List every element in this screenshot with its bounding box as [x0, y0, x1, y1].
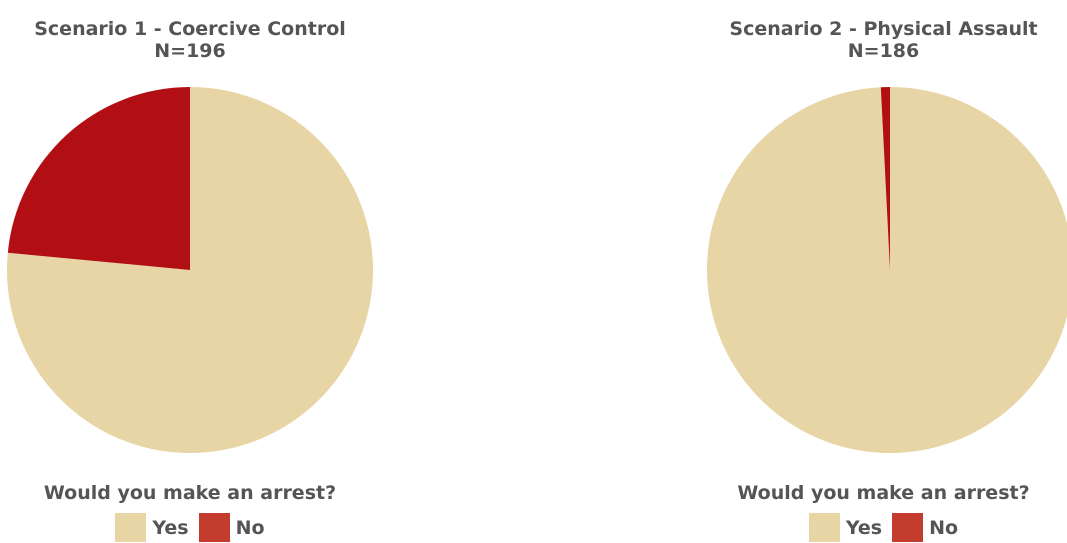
legend-swatch-no	[892, 513, 924, 542]
legend-label-no: No	[235, 516, 265, 539]
legend-swatch-no	[198, 513, 230, 542]
chart-title: Scenario 1 - Coercive Control N=196	[0, 18, 380, 62]
legend: Yes No	[0, 513, 380, 542]
chart-panel-scenario-1: Scenario 1 - Coercive Control N=196 Woul…	[0, 0, 380, 543]
chart-title-text: Scenario 1 - Coercive Control	[34, 18, 346, 40]
pie-slice-yes	[707, 87, 1067, 453]
legend-label-no: No	[929, 516, 959, 539]
chart-title: Scenario 2 - Physical Assault N=186	[700, 18, 1067, 62]
legend-swatch-yes	[115, 513, 147, 542]
legend-item-no: No	[198, 513, 265, 542]
chart-subtitle: N=196	[154, 40, 226, 62]
legend-swatch-yes	[808, 513, 840, 542]
pie-slice-yes	[7, 87, 374, 454]
legend-label-yes: Yes	[845, 516, 883, 539]
legend-label-yes: Yes	[152, 516, 189, 539]
pie-slice-no	[7, 87, 190, 270]
legend-item-yes: Yes	[115, 513, 189, 542]
chart-subtitle: N=186	[847, 40, 920, 62]
chart-title-text: Scenario 2 - Physical Assault	[729, 18, 1038, 40]
legend-item-no: No	[892, 513, 958, 542]
pie-chart	[7, 87, 374, 454]
legend-item-yes: Yes	[808, 513, 883, 542]
legend-title: Would you make an arrest?	[737, 482, 1030, 504]
legend: Yes No	[700, 513, 1067, 542]
chart-panel-scenario-2: Scenario 2 - Physical Assault N=186 Woul…	[700, 0, 1067, 543]
pie-slice-no	[880, 87, 890, 270]
pie-chart	[707, 87, 1067, 453]
legend-title: Would you make an arrest?	[43, 482, 337, 504]
